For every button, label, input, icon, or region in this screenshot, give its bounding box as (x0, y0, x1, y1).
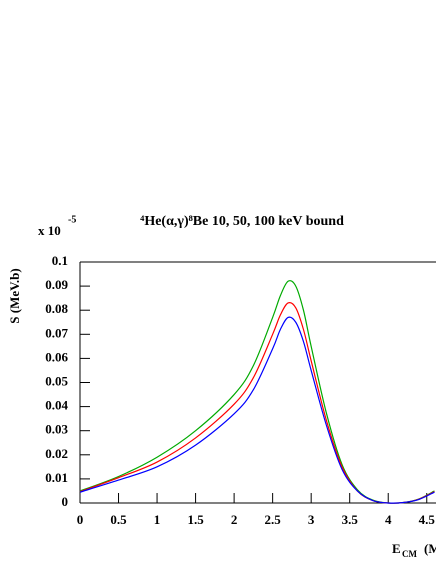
x-axis-label: E (392, 541, 401, 556)
x-tick-label: 3 (308, 512, 315, 527)
y-tick-label: 0.09 (45, 277, 68, 292)
x-tick-label: 4 (385, 512, 392, 527)
y-multiplier-exponent: -5 (68, 214, 76, 225)
y-tick-label: 0.02 (45, 446, 68, 461)
chart-title: ⁴He(α,γ)⁸Be 10, 50, 100 keV bound (140, 214, 344, 229)
y-tick-label: 0 (62, 494, 69, 509)
x-tick-label: 3.5 (342, 512, 359, 527)
y-tick-label: 0.04 (45, 398, 68, 413)
x-axis-label-tail: (M (424, 541, 436, 556)
y-tick-label: 0.06 (45, 349, 68, 364)
x-tick-label: 4.5 (419, 512, 436, 527)
y-tick-label: 0.05 (45, 373, 68, 388)
x-tick-label: 0.5 (110, 512, 127, 527)
x-axis-label-sub: CM (402, 549, 417, 559)
series-line (79, 316, 435, 504)
y-axis-label: S (MeV.b) (7, 268, 22, 323)
x-tick-label: 1.5 (187, 512, 204, 527)
x-tick-label: 0 (77, 512, 84, 527)
x-tick-label: 2.5 (265, 512, 282, 527)
y-tick-label: 0.08 (45, 301, 68, 316)
y-multiplier: x 10 (38, 223, 61, 238)
y-tick-label: 0.1 (52, 253, 68, 268)
y-tick-label: 0.01 (45, 470, 68, 485)
y-tick-label: 0.07 (45, 325, 68, 340)
x-tick-label: 2 (231, 512, 238, 527)
x-tick-label: 1 (154, 512, 161, 527)
y-tick-label: 0.03 (45, 422, 68, 437)
